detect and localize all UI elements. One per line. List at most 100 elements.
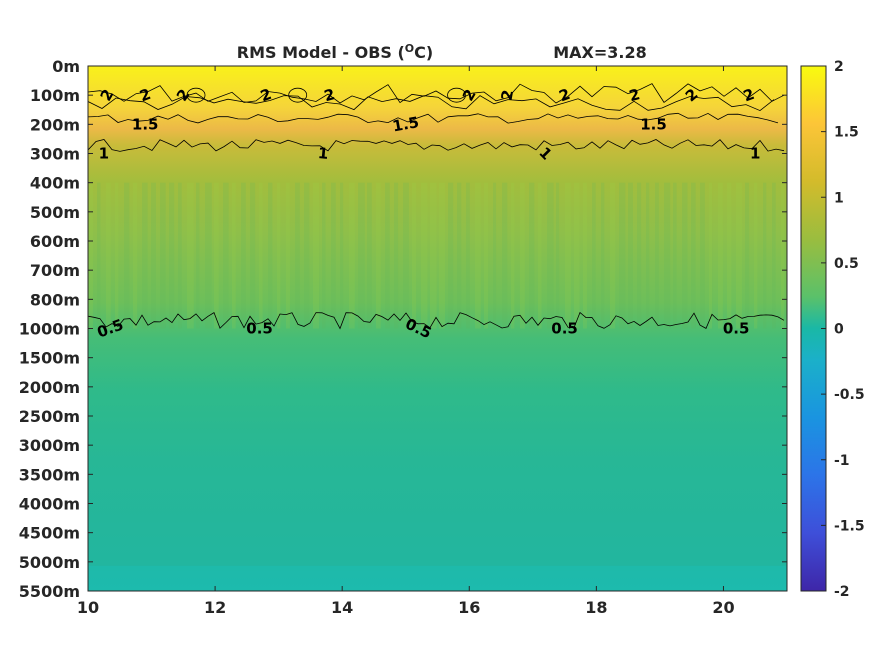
y-tick-label: 1000m	[19, 320, 80, 339]
texture-band	[583, 182, 587, 329]
texture-band	[187, 182, 194, 329]
texture-band	[367, 182, 372, 329]
texture-band	[592, 182, 596, 329]
texture-band	[565, 182, 571, 329]
y-tick-label: 2000m	[19, 378, 80, 397]
texture-band	[331, 182, 336, 329]
texture-band	[547, 182, 554, 329]
y-tick-label: 300m	[30, 145, 80, 164]
contour-line	[88, 95, 775, 112]
contour-label: 0.5	[723, 320, 750, 338]
texture-band	[88, 182, 93, 329]
colorbar-tick-label: 0	[834, 322, 844, 338]
texture-band	[133, 182, 138, 329]
texture-band	[412, 182, 417, 329]
texture-band	[403, 182, 409, 329]
texture-band	[709, 182, 713, 329]
colorbar-tick-label: -1	[834, 453, 850, 469]
contour-label: 1.5	[132, 115, 159, 133]
texture-band	[250, 182, 256, 329]
y-tick-label: 5000m	[19, 553, 80, 572]
plot-area: 2 2 2 2 2 2 2 2 2 2 21.5 1.5 1.51 1 1 10.5 0.5 0.5 0.5 0.5	[88, 66, 787, 591]
y-tick-label: 600m	[30, 232, 80, 251]
contour-label: 2	[498, 88, 518, 101]
y-tick-label: 5500m	[19, 582, 80, 601]
texture-band	[304, 182, 310, 329]
contour-loop	[288, 87, 308, 103]
texture-band	[439, 182, 445, 329]
texture-band	[556, 182, 560, 329]
y-tick-label: 200m	[30, 115, 80, 134]
contour-label: 0.5	[551, 320, 578, 338]
y-tick-label: 0m	[52, 57, 80, 76]
texture-band	[538, 182, 542, 329]
y-tick-label: 4500m	[19, 524, 80, 543]
y-tick-label: 400m	[30, 174, 80, 193]
texture-band	[718, 182, 723, 329]
y-tick-label: 3000m	[19, 436, 80, 455]
colorbar-tick-label: -1.5	[834, 518, 865, 534]
y-tick-label: 700m	[30, 261, 80, 280]
y-tick-label: 3500m	[19, 465, 80, 484]
texture-band	[97, 182, 101, 329]
texture-band	[484, 182, 489, 329]
texture-band	[781, 182, 785, 329]
texture-band	[637, 182, 642, 329]
contour-label: 0.5	[246, 320, 273, 338]
texture-band	[700, 182, 705, 329]
texture-band	[160, 182, 166, 329]
contour-label: 1.5	[391, 113, 420, 135]
texture-band	[277, 182, 281, 329]
texture-band	[286, 182, 290, 329]
texture-band	[475, 182, 481, 329]
max-label: MAX=3.28	[553, 43, 647, 62]
bottom-band	[88, 565, 787, 591]
texture-band	[430, 182, 437, 329]
texture-band	[196, 182, 200, 329]
colorbar: 2 1.5 1 0.5 0 -0.5 -1 -1.5 -2	[800, 59, 865, 600]
texture-band	[259, 182, 263, 329]
heatmap-field	[88, 66, 787, 591]
texture-band	[610, 182, 616, 329]
colorbar-tick-label: 2	[834, 59, 844, 75]
texture-band	[574, 182, 580, 329]
texture-band	[601, 182, 605, 329]
colorbar-tick-label: 1	[834, 190, 844, 206]
x-tick-label: 18	[585, 598, 607, 617]
contour-line	[88, 311, 785, 330]
y-tick-label: 500m	[30, 203, 80, 222]
texture-band	[295, 182, 300, 329]
x-tick-label: 16	[458, 598, 480, 617]
y-tick-label: 4000m	[19, 495, 80, 514]
contour-label: 2	[322, 85, 337, 105]
texture-band	[673, 182, 677, 329]
texture-band	[214, 182, 219, 329]
contour-lines	[88, 83, 785, 330]
texture-band	[511, 182, 515, 329]
y-tick-label: 800m	[30, 290, 80, 309]
texture-band	[448, 182, 454, 329]
texture-band	[727, 182, 732, 329]
texture-band	[493, 182, 497, 329]
y-tick-label: 1500m	[19, 349, 80, 368]
colorbar-tick-label: 1.5	[834, 125, 859, 141]
texture-band	[268, 182, 273, 329]
y-tick-label: 2500m	[19, 407, 80, 426]
x-tick-label: 10	[77, 598, 99, 617]
texture-band	[169, 182, 175, 329]
texture-band	[619, 182, 626, 329]
texture-band	[142, 182, 148, 329]
texture-band	[313, 182, 320, 329]
texture-band	[322, 182, 326, 329]
texture-band	[466, 182, 470, 329]
y-tick-label: 100m	[30, 86, 80, 105]
texture-band	[664, 182, 671, 329]
texture-band	[628, 182, 633, 329]
texture-band	[376, 182, 381, 329]
texture-band	[772, 182, 776, 329]
texture-band	[340, 182, 344, 329]
texture-band	[520, 182, 525, 329]
texture-band	[385, 182, 390, 329]
y-axis: 0m 100m 200m 300m 400m 500m 600m 700m 800m 1000m 1…	[19, 57, 787, 601]
